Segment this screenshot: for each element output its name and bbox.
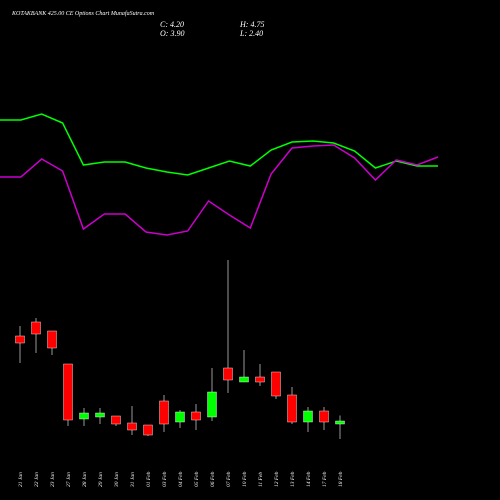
candle-body bbox=[111, 415, 121, 425]
x-tick-label: 22 Jan bbox=[34, 472, 40, 487]
candle-body bbox=[31, 321, 41, 335]
candle-body bbox=[127, 422, 137, 431]
candle-body bbox=[63, 363, 73, 421]
high-label: H: 4.75 bbox=[239, 20, 264, 29]
x-tick-label: 10 Feb bbox=[242, 471, 248, 487]
candle-body bbox=[47, 330, 57, 349]
x-tick-label: 28 Jan bbox=[82, 472, 88, 487]
close-label: C: 4.20 bbox=[160, 20, 184, 29]
candle-body bbox=[255, 376, 265, 383]
candle-body bbox=[303, 410, 313, 423]
x-tick-label: 17 Feb bbox=[322, 471, 328, 487]
candle-body bbox=[159, 400, 169, 425]
x-tick-label: 07 Feb bbox=[226, 471, 232, 487]
candle-body bbox=[15, 335, 25, 344]
x-tick-label: 30 Jan bbox=[114, 472, 120, 488]
candle-body bbox=[223, 367, 233, 381]
x-tick-label: 01 Feb bbox=[146, 471, 152, 487]
x-tick-label: 23 Jan bbox=[50, 472, 56, 487]
chart-title: KOTAKBANK 425.00 CE Options Chart Munafa… bbox=[11, 10, 155, 17]
candle-body bbox=[175, 411, 185, 423]
candle-body bbox=[319, 410, 329, 423]
x-tick-label: 21 Jan bbox=[18, 472, 24, 487]
x-tick-label: 14 Feb bbox=[305, 471, 312, 487]
x-tick-label: 11 Feb bbox=[258, 472, 264, 487]
candle-body bbox=[335, 420, 345, 425]
candle-body bbox=[239, 376, 249, 383]
x-tick-label: 06 Feb bbox=[210, 471, 216, 487]
candle-body bbox=[95, 412, 105, 418]
x-tick-label: 13 Feb bbox=[290, 471, 296, 487]
low-label: L: 2.40 bbox=[239, 29, 263, 38]
candle-body bbox=[191, 411, 201, 421]
open-label: O: 3.90 bbox=[160, 29, 184, 38]
candle-body bbox=[287, 394, 297, 423]
x-tick-label: 03 Feb bbox=[162, 471, 168, 487]
x-tick-label: 05 Feb bbox=[194, 471, 200, 487]
indicator-line bbox=[0, 144, 439, 236]
candle-body bbox=[143, 424, 153, 436]
candle-body bbox=[207, 391, 217, 418]
x-tick-label: 18 Feb bbox=[338, 471, 344, 487]
candle-body bbox=[271, 371, 281, 397]
x-tick-label: 31 Jan bbox=[130, 472, 136, 488]
x-tick-label: 04 Feb bbox=[177, 471, 184, 487]
x-tick-label: 12 Feb bbox=[274, 471, 280, 487]
x-tick-label: 29 Jan bbox=[98, 472, 104, 487]
indicator-line bbox=[0, 113, 438, 176]
x-tick-label: 27 Jan bbox=[66, 472, 72, 487]
candle-body bbox=[79, 412, 89, 420]
